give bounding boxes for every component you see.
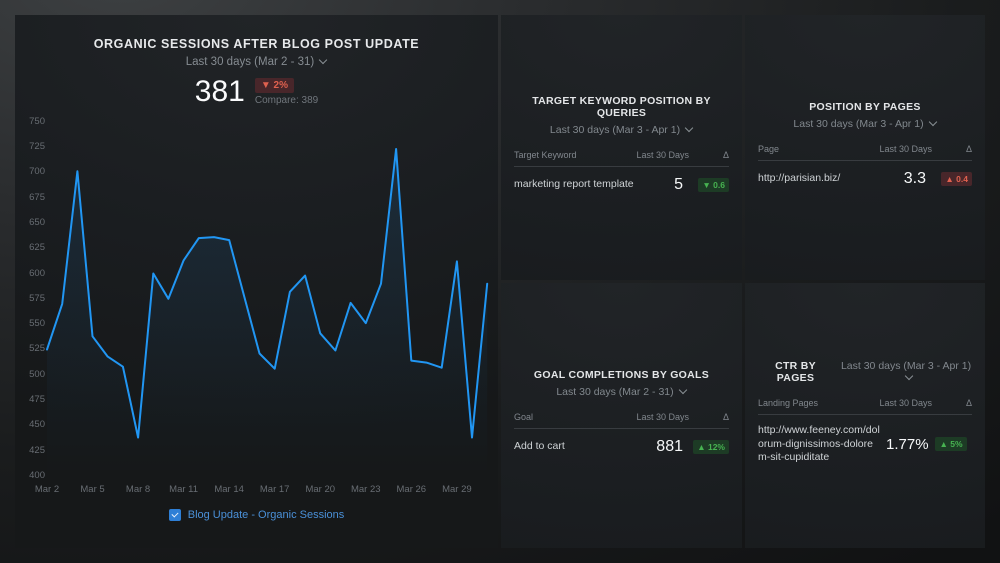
table-header: Goal Last 30 Days Δ: [514, 412, 729, 429]
delta-column-header: Δ: [965, 398, 972, 409]
chart-area-fill: [47, 149, 488, 476]
panel-title: CTR BY PAGES: [775, 360, 816, 385]
data-table: Target Keyword Last 30 Days Δ marketing …: [514, 150, 729, 200]
panel-title: TARGET KEYWORD POSITION BY QUERIES: [532, 95, 711, 119]
page-url: http://parisian.biz/: [758, 172, 841, 185]
cell-value: 1.77%: [886, 435, 929, 453]
legend-checkbox[interactable]: [168, 509, 181, 521]
data-table: Landing Pages Last 30 Days Δ http://www.…: [758, 398, 972, 471]
x-axis-label: Mar 2: [34, 484, 60, 495]
delta-column-header: Δ: [965, 144, 972, 154]
data-table: Page Last 30 Days Δ http://parisian.biz/…: [758, 144, 972, 194]
x-axis-label: Mar 17: [259, 484, 290, 495]
chart-canvas: [46, 148, 489, 476]
goal-completions-panel: GOAL COMPLETIONS BY GOALS Last 30 days (…: [501, 283, 742, 548]
column-header: Goal: [514, 412, 534, 422]
organic-sessions-panel: ORGANIC SESSIONS AFTER BLOG POST UPDATE …: [15, 15, 498, 548]
cell-value: 3.3: [903, 170, 926, 187]
delta-badge: ▲ 0.4: [941, 172, 972, 186]
chevron-down-icon: [679, 387, 687, 395]
y-axis-label: 575: [29, 292, 45, 304]
column-header: Last 30 Days: [636, 412, 689, 422]
table-header: Target Keyword Last 30 Days Δ: [514, 150, 729, 167]
column-header: Target Keyword: [514, 150, 577, 160]
metric-block: 381 ▼ 2% Compare: 389: [15, 77, 498, 107]
cell-value: 5: [674, 176, 683, 193]
date-range-label: Last 30 days (Mar 2 - 31): [185, 56, 315, 68]
delta-badge: ▼ 0.6: [698, 178, 729, 192]
y-axis-label: 400: [29, 470, 45, 481]
y-axis-label: 725: [29, 141, 45, 152]
table-header: Landing Pages Last 30 Days Δ: [758, 398, 972, 416]
y-axis-label: 700: [29, 166, 45, 178]
goal-name: Add to cart: [514, 440, 565, 453]
x-axis-label: Mar 5: [80, 484, 105, 495]
y-axis-label: 675: [29, 191, 45, 203]
x-axis-label: Mar 20: [305, 484, 336, 495]
y-axis-label: 475: [29, 394, 45, 406]
table-row: http://parisian.biz/ 3.3 ▲ 0.4: [758, 161, 972, 194]
x-axis-label: Mar 14: [214, 484, 244, 495]
date-range-selector[interactable]: Last 30 days (Mar 2 - 31): [15, 56, 498, 68]
table-row: http://www.feeney.com/dolorum-dignissimo…: [758, 415, 972, 471]
compare-value: Compare: 389: [254, 95, 319, 106]
column-header: Last 30 Days: [636, 150, 689, 160]
x-axis-label: Mar 8: [125, 484, 151, 495]
data-table: Goal Last 30 Days Δ Add to cart 881 ▲ 12…: [514, 412, 729, 462]
delta-column-header: Δ: [722, 412, 729, 422]
y-axis-label: 600: [29, 267, 45, 279]
table-header: Page Last 30 Days Δ: [758, 144, 972, 161]
panel-title: GOAL COMPLETIONS BY GOALS: [533, 369, 710, 381]
column-header: Last 30 Days: [879, 144, 932, 154]
y-axis-label: 450: [29, 419, 45, 431]
x-axis-label: Mar 29: [442, 484, 472, 495]
delta-column-header: Δ: [722, 150, 729, 160]
sessions-series-line: [46, 148, 489, 439]
panel-title: POSITION BY PAGES: [809, 101, 921, 113]
chevron-down-icon: [929, 119, 937, 127]
y-axis-label: 425: [29, 444, 45, 456]
table-row: Add to cart 881 ▲ 12%: [514, 429, 729, 462]
table-row: marketing report template 5 ▼ 0.6: [514, 167, 729, 200]
y-axis-label: 650: [29, 216, 45, 228]
keyword-position-panel: TARGET KEYWORD POSITION BY QUERIES Last …: [501, 15, 742, 280]
date-range-selector[interactable]: Last 30 days (Mar 3 - Apr 1): [758, 118, 972, 130]
delta-badge: ▼ 2%: [254, 78, 294, 93]
x-axis-label: Mar 11: [169, 484, 199, 495]
chevron-down-icon: [319, 57, 327, 65]
position-by-pages-panel: POSITION BY PAGES Last 30 days (Mar 3 - …: [745, 15, 985, 280]
y-axis-label: 500: [29, 368, 45, 380]
y-axis-label: 625: [29, 242, 45, 254]
y-axis-label: 750: [29, 115, 45, 127]
date-range-selector[interactable]: Last 30 days (Mar 2 - 31): [514, 386, 729, 398]
delta-badge: ▲ 5%: [935, 437, 967, 452]
y-axis-label: 525: [29, 343, 45, 355]
column-header: Last 30 Days: [879, 398, 932, 409]
chevron-down-icon: [685, 125, 693, 133]
landing-page-url: http://www.feeney.com/dolorum-dignissimo…: [758, 424, 880, 464]
date-range-label: Last 30 days (Mar 3 - Apr 1): [549, 124, 681, 136]
date-range-label: Last 30 days (Mar 2 - 31): [556, 386, 674, 398]
x-axis-label: Mar 23: [350, 484, 381, 495]
metric-value: 381: [194, 75, 245, 108]
x-axis-label: Mar 26: [396, 484, 427, 495]
sessions-line-chart: 750 725 700 675 650 625 600 575 550 525 500 475 450 4…: [15, 107, 498, 548]
column-header: Page: [758, 144, 780, 154]
delta-badge: ▲ 12%: [693, 440, 729, 454]
panel-title: ORGANIC SESSIONS AFTER BLOG POST UPDATE: [93, 37, 420, 51]
cell-value: 881: [656, 438, 683, 455]
date-range-label: Last 30 days (Mar 3 - Apr 1): [793, 118, 924, 130]
column-header: Landing Pages: [758, 398, 819, 409]
legend-item[interactable]: Blog Update - Organic Sessions: [15, 509, 498, 521]
ctr-by-pages-panel: CTR BY PAGES Last 30 days (Mar 3 - Apr 1…: [745, 283, 985, 548]
date-range-selector[interactable]: Last 30 days (Mar 3 - Apr 1): [840, 360, 972, 384]
legend-label: Blog Update - Organic Sessions: [187, 509, 345, 521]
chevron-down-icon: [905, 373, 913, 381]
y-axis-label: 550: [29, 318, 45, 330]
date-range-label: Last 30 days (Mar 3 - Apr 1): [840, 360, 972, 373]
date-range-selector[interactable]: Last 30 days (Mar 3 - Apr 1): [514, 124, 729, 136]
keyword-name: marketing report template: [514, 178, 634, 191]
